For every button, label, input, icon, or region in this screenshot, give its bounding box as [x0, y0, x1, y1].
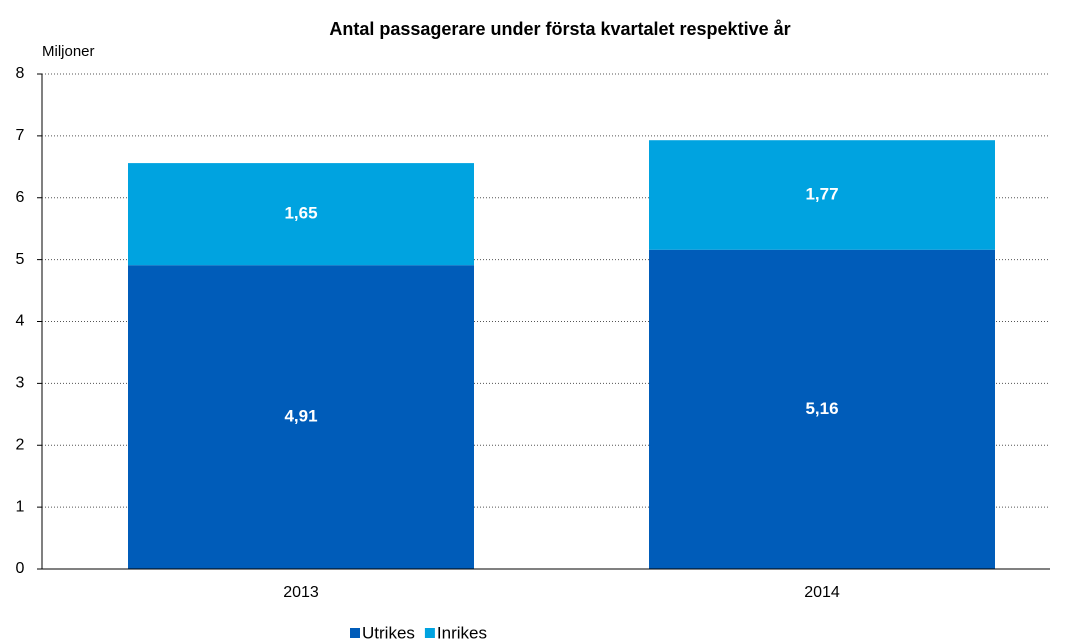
- legend-label: Utrikes: [362, 623, 415, 642]
- legend-swatch: [424, 628, 435, 638]
- y-tick-label: 7: [16, 127, 25, 144]
- y-axis-label: Miljoner: [42, 43, 95, 60]
- bar-segment: [649, 249, 995, 569]
- legend-label: Inrikes: [437, 623, 487, 642]
- y-tick-label: 3: [16, 375, 25, 392]
- y-tick-label: 4: [16, 313, 25, 330]
- value-label: 4,91: [284, 407, 317, 426]
- value-label: 5,16: [805, 399, 838, 418]
- value-label: 1,65: [284, 204, 317, 223]
- value-label: 1,77: [805, 184, 838, 203]
- bar-segment: [128, 163, 474, 266]
- legend-swatch: [350, 628, 360, 638]
- x-tick-label: 2014: [804, 584, 840, 601]
- y-tick-label: 5: [16, 251, 25, 268]
- chart-title: Antal passagerare under första kvartalet…: [329, 19, 790, 39]
- y-tick-label: 0: [16, 560, 25, 577]
- bar-segment: [128, 265, 474, 569]
- y-tick-label: 8: [16, 65, 25, 82]
- y-tick-label: 6: [16, 189, 25, 206]
- y-tick-label: 2: [16, 436, 25, 453]
- bar-segment: [649, 140, 995, 250]
- x-tick-label: 2013: [283, 584, 319, 601]
- y-tick-label: 1: [16, 498, 25, 515]
